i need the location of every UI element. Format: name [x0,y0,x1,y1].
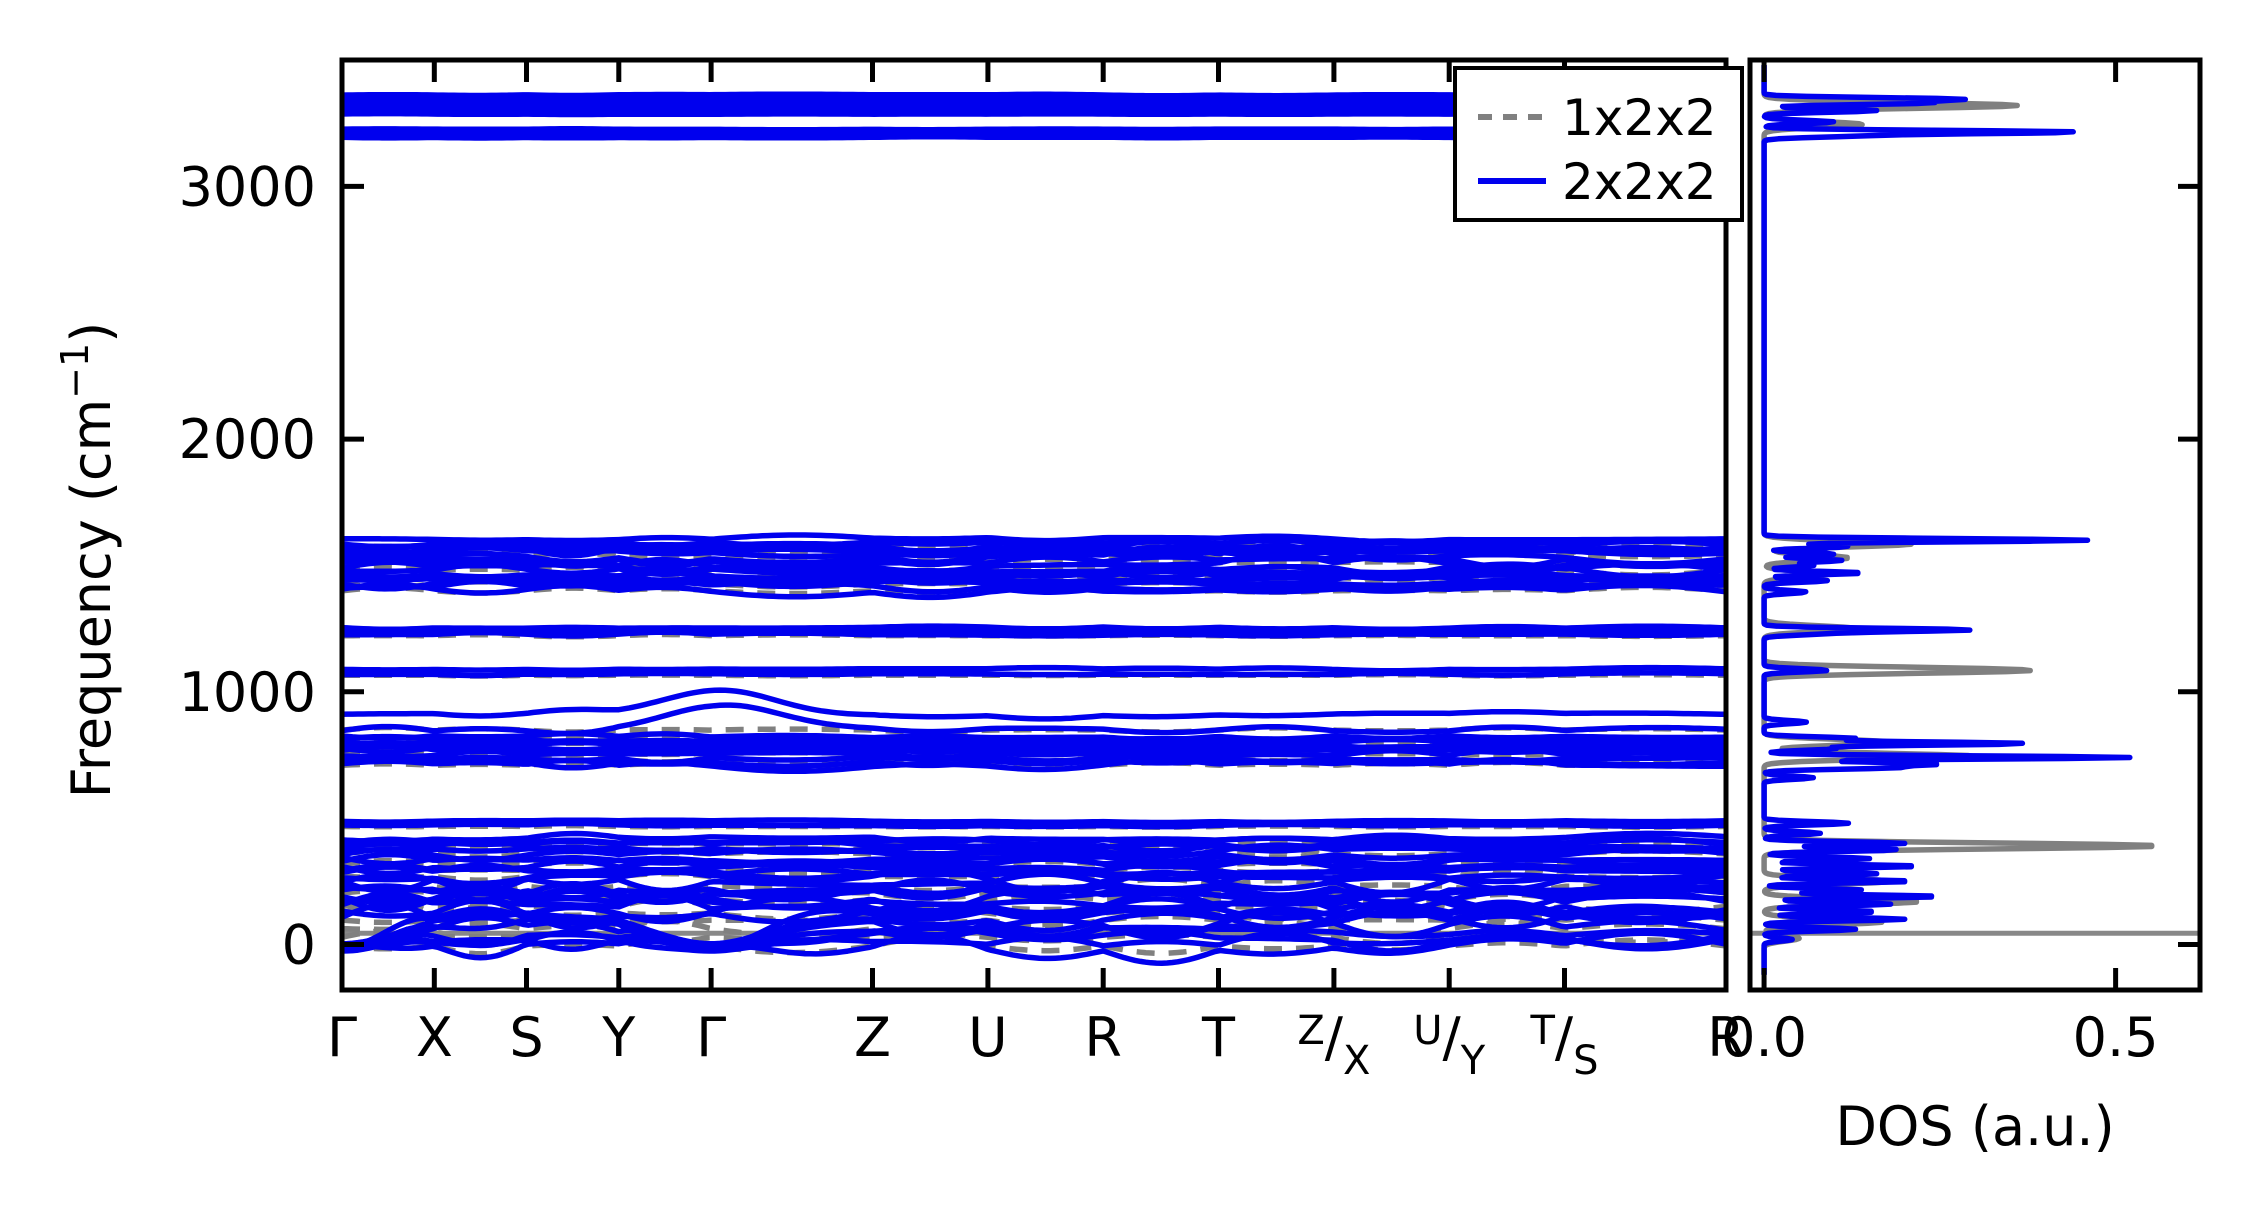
band-curve-2x2x2 [342,820,1726,830]
kpath-label-slash: / [1443,1006,1462,1069]
kpath-label-denominator: Y [1460,1038,1486,1084]
band-curve-2x2x2 [342,532,1726,545]
band-x-axis-labels: Γ X S Y Γ Z U R T Z/XU/YT/S R [327,1006,1745,1084]
dos-curves [1761,63,2155,977]
kpath-label: Γ [696,1006,726,1069]
kpath-label: Z [854,1006,891,1069]
y-axis-ticks: 0 1000 2000 3000 [179,155,364,977]
band-curve-2x2x2 [342,909,1726,951]
band-curve-2x2x2 [342,866,1726,896]
kpath-label-slash: / [1325,1006,1344,1069]
dos-x-tick-label: 0.0 [1721,1006,1807,1069]
y-tick-label: 3000 [179,155,316,218]
band-curve-2x2x2 [342,743,1726,759]
band-curves [342,91,1726,966]
kpath-label: Z/X [1297,1006,1370,1084]
band-curve-2x2x2 [342,542,1726,568]
band-curve-2x2x2 [342,903,1726,947]
band-curve-2x2x2 [342,670,1726,679]
y-tick-label: 1000 [179,661,316,724]
dos-curve-1x2x2 [1761,63,2155,977]
kpath-label: T/S [1529,1006,1598,1084]
band-curve-2x2x2 [342,574,1726,592]
band-panel-frame [339,57,1729,993]
kpath-label: R [1707,1006,1745,1069]
legend[interactable]: 1x2x2 2x2x2 [1453,66,1744,222]
y-tick-label: 0 [282,914,316,977]
band-curve-2x2x2 [342,730,1726,743]
legend-label-1x2x2: 1x2x2 [1562,89,1717,147]
legend-box [1453,66,1744,222]
y-axis-label-tail: ) [60,322,123,343]
dos-x-tick-label: 0.5 [2073,1006,2159,1069]
kpath-label-numerator: Z [1297,1008,1324,1054]
y-axis-label-sup: −1 [53,343,97,399]
kpath-label: S [509,1006,543,1069]
band-curves-2x2x2 [342,91,1726,966]
dos-panel-frame [1747,57,2203,993]
band-curve-2x2x2 [342,753,1726,766]
dos-x-axis-labels: 0.0 0.5 [1721,1006,2158,1069]
svg-text:Frequency (cm−1): Frequency (cm−1) [53,322,123,799]
band-curve-2x2x2 [342,626,1726,637]
kpath-label-slash: / [1555,1006,1574,1069]
kpath-label: Γ [327,1006,357,1069]
band-curve-2x2x2 [342,561,1726,579]
band-curve-2x2x2 [342,830,1726,846]
kpath-label-numerator: U [1413,1008,1442,1054]
band-curve-2x2x2 [342,537,1726,559]
dos-curve-2x2x2 [1761,63,2133,977]
dos-axis-label: DOS (a.u.) [1835,1095,2114,1158]
kpath-label-denominator: S [1573,1038,1598,1084]
dos-x-axis-ticks [1761,60,2119,990]
kpath-label-numerator: T [1529,1008,1555,1054]
kpath-label: U [968,1006,1008,1069]
y-axis-label: Frequency (cm−1) [53,322,123,799]
dos-panel: 0.0 0.5 DOS (a.u.) [1721,57,2203,1158]
band-curve-2x2x2 [342,629,1726,639]
y-tick-label: 2000 [179,408,316,471]
band-curve-2x2x2 [342,892,1726,950]
kpath-label: T [1201,1006,1236,1069]
band-curve-2x2x2 [342,687,1726,722]
band-curve-2x2x2 [342,817,1726,826]
kpath-label: R [1084,1006,1122,1069]
kpath-label: X [416,1006,453,1069]
band-curve-2x2x2 [342,930,1726,966]
kpath-label: U/Y [1413,1006,1485,1084]
kpath-label-denominator: X [1343,1038,1370,1084]
band-curve-2x2x2 [342,835,1726,851]
legend-label-2x2x2: 2x2x2 [1562,153,1717,211]
kpath-label: Y [601,1006,636,1069]
band-curve-2x2x2 [342,664,1726,674]
legend-entry-1x2x2[interactable]: 1x2x2 [1478,89,1717,147]
band-curve-1x2x2 [342,935,1726,957]
band-curve-2x2x2 [342,738,1726,755]
legend-entry-2x2x2[interactable]: 2x2x2 [1478,153,1717,211]
band-curve-2x2x2 [342,623,1726,633]
dos-y-axis-ticks [2178,183,2200,948]
y-axis-label-text: Frequency (cm [60,399,123,799]
band-curve-2x2x2 [342,854,1726,868]
